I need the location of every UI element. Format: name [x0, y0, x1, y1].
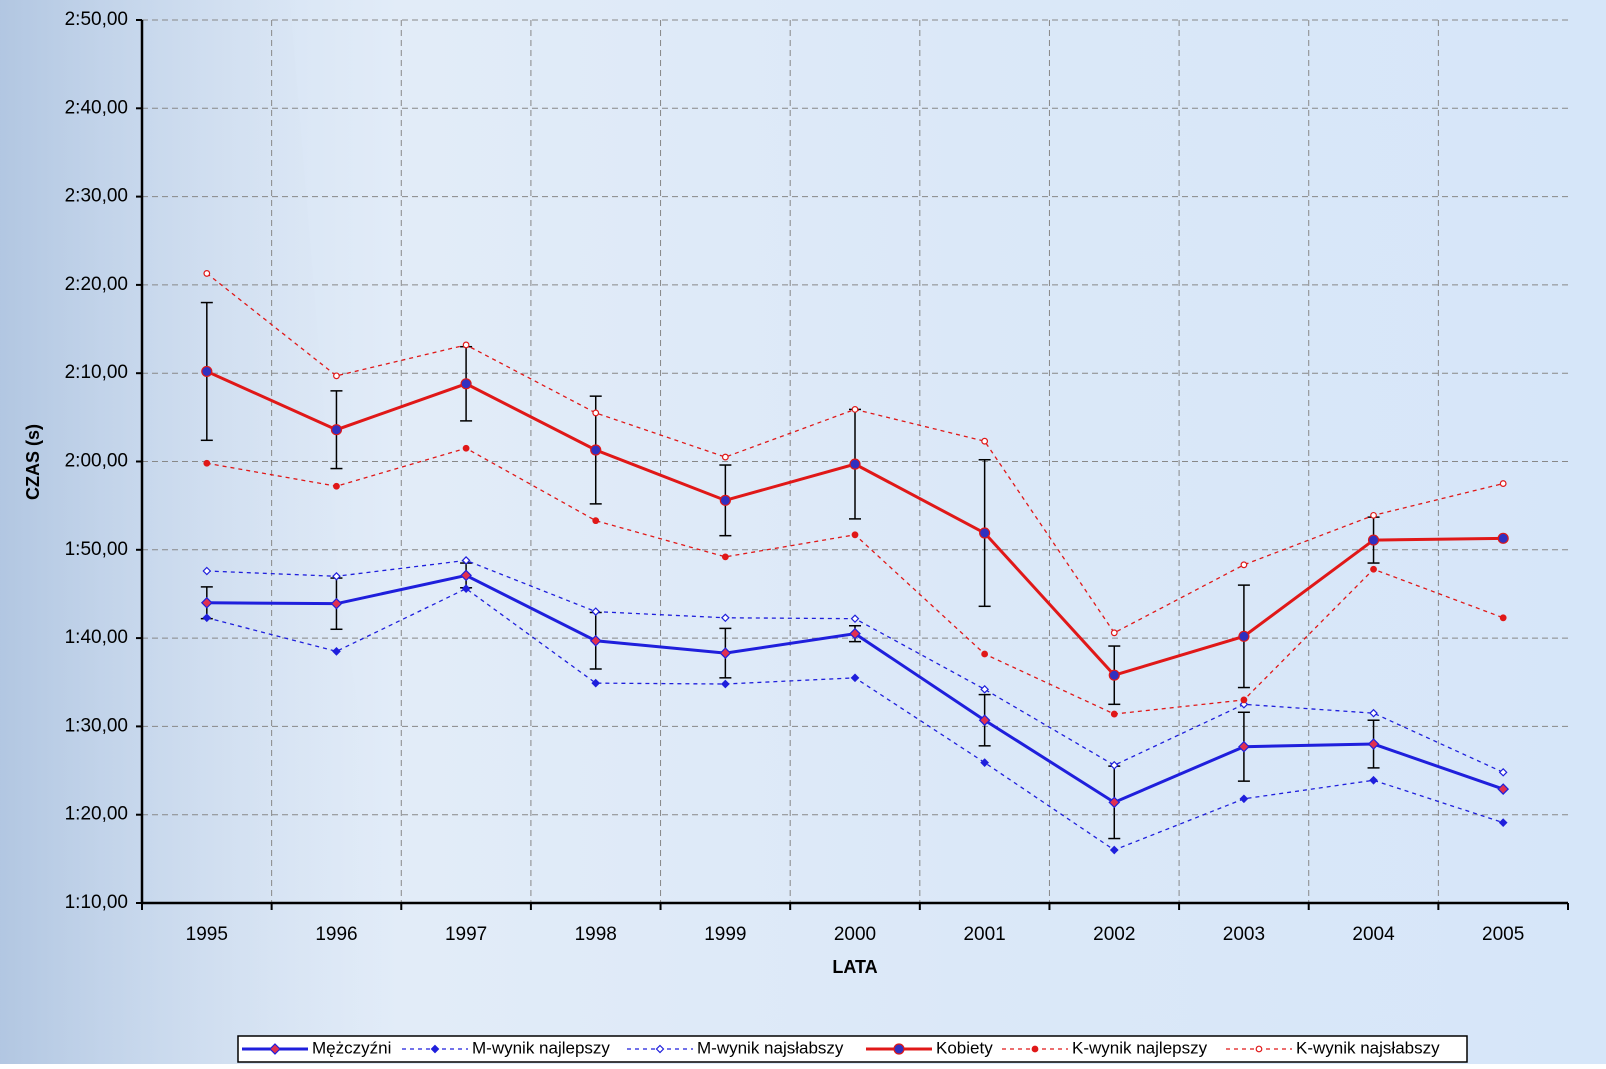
x-tick-label: 1996	[315, 924, 357, 945]
point	[723, 454, 729, 460]
x-tick-label: 1998	[575, 924, 617, 945]
point	[334, 483, 340, 489]
legend-label: K-wynik najsłabszy	[1296, 1038, 1440, 1057]
x-tick-label: 2002	[1093, 924, 1135, 945]
point	[1371, 566, 1377, 572]
point	[1498, 533, 1508, 543]
point	[331, 425, 341, 435]
y-tick-label: 2:50,00	[65, 9, 128, 30]
x-axis-label: LATA	[832, 957, 877, 977]
x-tick-label: 2000	[834, 924, 876, 945]
point	[1369, 535, 1379, 545]
point	[1500, 615, 1506, 621]
legend-label: K-wynik najlepszy	[1072, 1038, 1208, 1057]
chart: CZAS (s) LATA 1:10,00 1:20,00 1:30,00 1:40,…	[0, 0, 1606, 1064]
point	[204, 460, 210, 466]
point	[593, 518, 599, 524]
legend-label: M-wynik najlepszy	[472, 1038, 610, 1057]
y-tick-label: 2:30,00	[65, 186, 128, 207]
x-tick-label: 1999	[704, 924, 746, 945]
y-tick-label: 1:10,00	[65, 892, 128, 913]
point	[982, 651, 988, 657]
y-tick-label: 2:20,00	[65, 274, 128, 295]
legend-marker	[1032, 1046, 1038, 1052]
point	[1500, 481, 1506, 487]
point	[1109, 670, 1119, 680]
point	[593, 410, 599, 416]
point	[1371, 513, 1377, 519]
x-tick-label: 2001	[963, 924, 1005, 945]
y-tick-label: 2:00,00	[65, 451, 128, 472]
y-axis-label: CZAS (s)	[23, 424, 43, 500]
x-tick-label: 2004	[1352, 924, 1395, 945]
point	[202, 366, 212, 376]
legend-label: Mężczyźni	[312, 1038, 391, 1057]
point	[1111, 630, 1117, 636]
point	[1241, 562, 1247, 568]
point	[852, 407, 858, 413]
point	[1111, 711, 1117, 717]
point	[723, 554, 729, 560]
y-tick-label: 1:20,00	[65, 804, 128, 825]
point	[1239, 631, 1249, 641]
point	[591, 445, 601, 455]
y-tick-label: 1:40,00	[65, 627, 128, 648]
x-tick-label: 2005	[1482, 924, 1524, 945]
point	[852, 532, 858, 538]
point	[982, 438, 988, 444]
legend-label: Kobiety	[936, 1038, 993, 1057]
x-tick-label: 1997	[445, 924, 487, 945]
y-tick-label: 1:30,00	[65, 715, 128, 736]
point	[334, 373, 340, 379]
point	[850, 459, 860, 469]
x-tick-label: 1995	[186, 924, 228, 945]
legend-marker	[894, 1044, 904, 1054]
point	[720, 495, 730, 505]
point	[463, 445, 469, 451]
point	[980, 528, 990, 538]
point	[461, 379, 471, 389]
point	[463, 342, 469, 348]
y-tick-label: 2:40,00	[65, 97, 128, 118]
point	[1241, 697, 1247, 703]
legend-marker	[1256, 1046, 1262, 1052]
legend-label: M-wynik najsłabszy	[697, 1038, 844, 1057]
y-tick-label: 2:10,00	[65, 362, 128, 383]
x-tick-label: 2003	[1223, 924, 1265, 945]
y-tick-label: 1:50,00	[65, 539, 128, 560]
point	[204, 271, 210, 277]
